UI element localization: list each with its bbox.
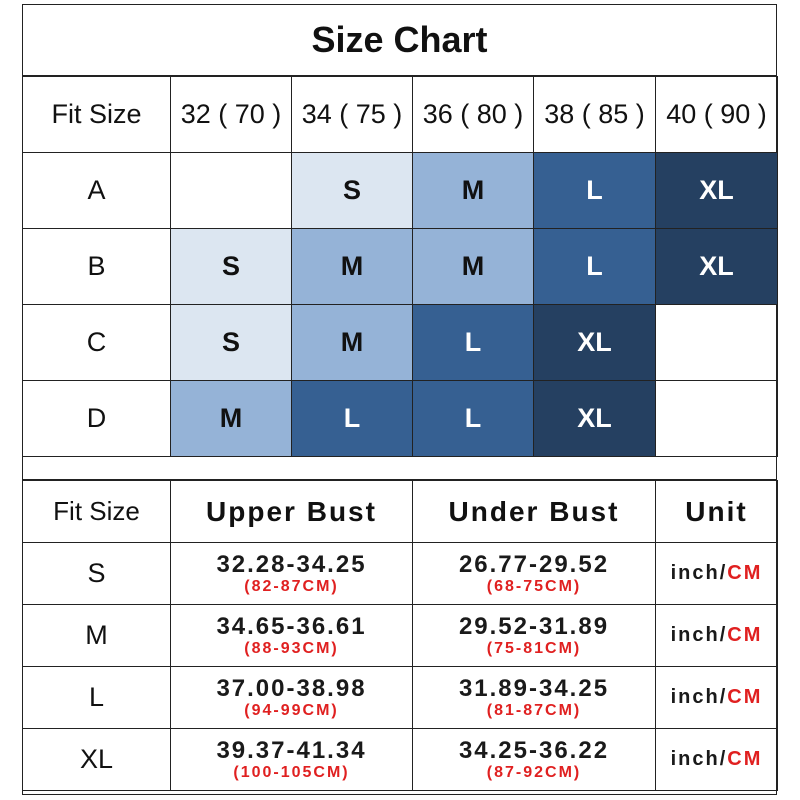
size-cell [170,152,292,229]
unit-cm: CM [727,686,763,708]
size-cell: S [170,304,292,381]
table-row: S 32.28-34.25 (82-87CM) 26.77-29.52 (68-75CM… [22,542,778,605]
table-row: L 37.00-38.98 (94-99CM) 31.89-34.25 (81-87CM… [22,666,778,729]
upper-bust-cm: (88-93CM) [244,639,339,657]
unit-cm: CM [727,562,763,584]
size-cell [655,380,778,457]
fit-size-header: Fit Size [22,76,171,153]
column-header: Unit [655,480,778,543]
under-bust-inch: 29.52-31.89 [458,612,610,640]
size-label: S [22,542,171,605]
under-bust-cm: (87-92CM) [486,763,582,781]
table-row: B S M M L XL [22,228,778,305]
size-cell: S [291,152,413,229]
under-bust-cm: (75-81CM) [486,639,582,657]
size-cell: XL [655,152,778,229]
measurement-table: Fit Size Upper Bust Under Bust Unit S 32.28-3… [22,480,778,791]
size-cell: M [412,152,534,229]
size-cell: M [291,304,413,381]
size-cell: XL [533,304,656,381]
band-size-header: 34 ( 75 ) [291,76,413,153]
fit-table-header: Fit Size 32 ( 70 ) 34 ( 75 ) 36 ( 80 ) 38 ( … [22,76,778,153]
table-spacer [22,457,777,480]
upper-bust-inch: 34.65-36.61 [216,612,367,640]
upper-bust-inch: 32.28-34.25 [216,550,367,578]
unit-inch: inch/ [670,686,728,708]
under-bust-cm: (81-87CM) [486,701,582,719]
upper-bust-cell: 39.37-41.34 (100-105CM) [170,728,413,791]
upper-bust-inch: 39.37-41.34 [216,736,367,764]
upper-bust-cell: 37.00-38.98 (94-99CM) [170,666,413,729]
measure-table-header: Fit Size Upper Bust Under Bust Unit [22,480,778,543]
under-bust-inch: 34.25-36.22 [458,736,610,764]
upper-bust-cell: 32.28-34.25 (82-87CM) [170,542,413,605]
size-cell: XL [533,380,656,457]
under-bust-cell: 34.25-36.22 (87-92CM) [412,728,656,791]
upper-bust-cm: (94-99CM) [244,701,339,719]
size-cell: M [170,380,292,457]
size-cell: XL [655,228,778,305]
column-header: Under Bust [412,480,656,543]
upper-bust-cell: 34.65-36.61 (88-93CM) [170,604,413,667]
table-row: XL 39.37-41.34 (100-105CM) 34.25-36.22 (87-9… [22,728,778,791]
upper-bust-cm: (100-105CM) [233,763,350,781]
cup-label: A [22,152,171,229]
band-size-header: 40 ( 90 ) [655,76,778,153]
band-size-header: 32 ( 70 ) [170,76,292,153]
unit-cm: CM [727,748,763,770]
size-cell: L [533,228,656,305]
size-cell: L [533,152,656,229]
size-cell: M [291,228,413,305]
cup-label: C [22,304,171,381]
unit-cm: CM [727,624,763,646]
size-label: XL [22,728,171,791]
size-cell: S [170,228,292,305]
unit-cell: inch/CM [655,604,778,667]
table-row: A S M L XL [22,152,778,229]
under-bust-cm: (68-75CM) [486,577,582,595]
band-size-header: 38 ( 85 ) [533,76,656,153]
under-bust-cell: 31.89-34.25 (81-87CM) [412,666,656,729]
unit-cell: inch/CM [655,666,778,729]
size-cell: M [412,228,534,305]
under-bust-inch: 31.89-34.25 [458,674,610,702]
under-bust-cell: 26.77-29.52 (68-75CM) [412,542,656,605]
unit-cell: inch/CM [655,728,778,791]
band-size-header: 36 ( 80 ) [412,76,534,153]
table-row: M 34.65-36.61 (88-93CM) 29.52-31.89 (75-81CM… [22,604,778,667]
table-row: D M L L XL [22,380,778,457]
upper-bust-inch: 37.00-38.98 [216,674,367,702]
size-cell: L [412,304,534,381]
under-bust-inch: 26.77-29.52 [458,550,610,578]
unit-inch: inch/ [670,562,728,584]
cup-label: B [22,228,171,305]
unit-cell: inch/CM [655,542,778,605]
table-row: C S M L XL [22,304,778,381]
size-cell [655,304,778,381]
size-cell: L [412,380,534,457]
column-header: Upper Bust [170,480,413,543]
cup-label: D [22,380,171,457]
unit-inch: inch/ [670,624,728,646]
unit-inch: inch/ [670,748,728,770]
page-title: Size Chart [22,4,777,76]
size-label: L [22,666,171,729]
column-header: Fit Size [22,480,171,543]
under-bust-cell: 29.52-31.89 (75-81CM) [412,604,656,667]
fit-size-table: Fit Size 32 ( 70 ) 34 ( 75 ) 36 ( 80 ) 38 ( … [22,76,778,457]
upper-bust-cm: (82-87CM) [244,577,339,595]
size-label: M [22,604,171,667]
size-cell: L [291,380,413,457]
